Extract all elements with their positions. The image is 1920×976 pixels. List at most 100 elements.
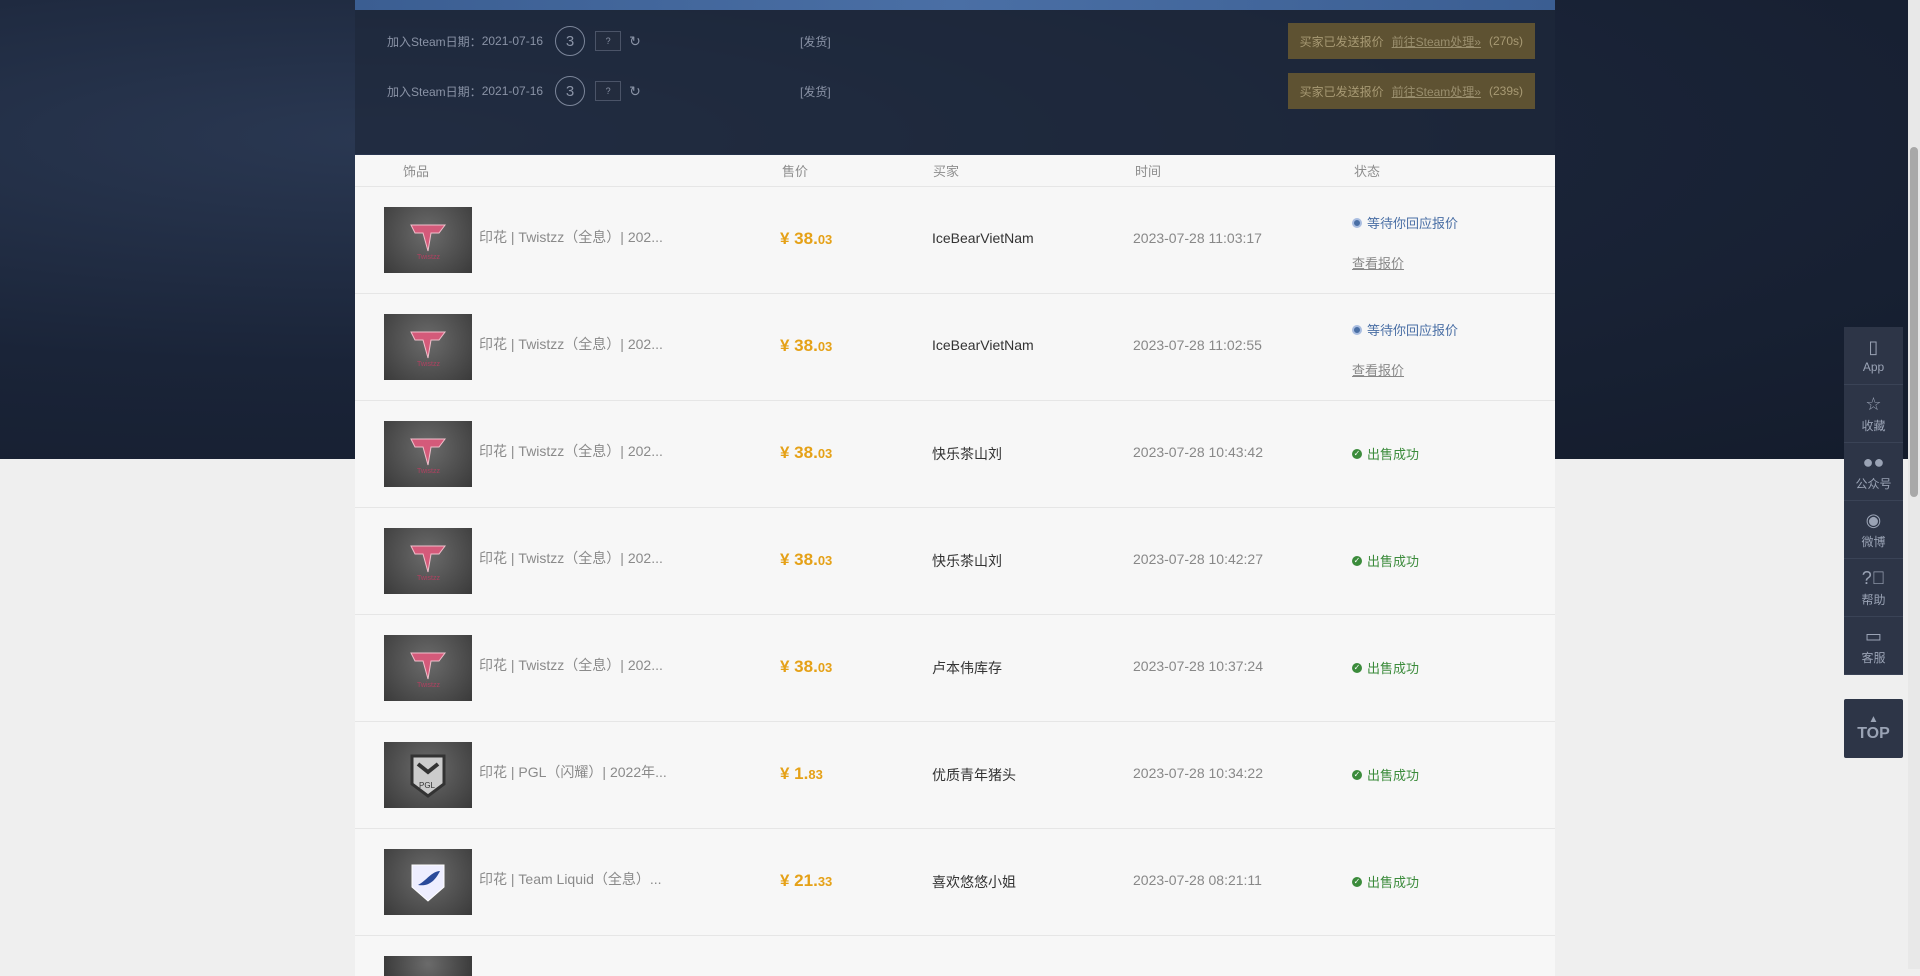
wechat-icon: ●●: [1862, 451, 1885, 472]
view-offer-link[interactable]: 查看报价: [1352, 363, 1405, 378]
weibo-icon: ◉: [1865, 509, 1882, 530]
side-item-2[interactable]: ●● 公众号: [1844, 443, 1903, 501]
sale-time: 2023-07-28 10:37:24: [1133, 658, 1263, 674]
status-waiting: 等待你回应报价: [1352, 213, 1458, 232]
faze-sticker-icon[interactable]: Twistzz: [384, 207, 472, 273]
table-row: Twistzz 印花 | Twistzz（全息）| 202... ¥ 38.03…: [355, 615, 1555, 722]
status-success: ✓ 出售成功: [1352, 661, 1420, 676]
join-label: 加入Steam日期：: [387, 84, 482, 99]
countdown: (239s): [1488, 84, 1523, 98]
star-icon: ☆: [1865, 393, 1882, 414]
item-name[interactable]: 印花 | Twistzz（全息）| 202...: [479, 443, 663, 459]
side-item-4[interactable]: ?⃝ 帮助: [1844, 559, 1903, 617]
back-to-top-button[interactable]: ▲ TOP: [1844, 699, 1903, 758]
item-price: ¥ 38.03: [780, 657, 833, 676]
sale-time: 2023-07-28 10:42:27: [1133, 551, 1263, 567]
status-success: ✓ 出售成功: [1352, 554, 1420, 569]
join-date: 2021-07-16: [481, 34, 544, 48]
ship-link[interactable]: [发货]: [800, 84, 831, 99]
buyer-name: 快乐茶山刘: [932, 446, 1002, 462]
liquid-sticker-icon[interactable]: [384, 849, 472, 915]
item-price: ¥ 38.03: [780, 229, 833, 248]
status-success: ✓ 出售成功: [1352, 875, 1420, 890]
svg-text:Twistzz: Twistzz: [417, 254, 440, 261]
item-thumbnail: [384, 956, 472, 976]
svg-text:Twistzz: Twistzz: [417, 575, 440, 582]
status-success: ✓ 出售成功: [1352, 447, 1420, 462]
item-name[interactable]: 印花 | Twistzz（全息）| 202...: [479, 657, 663, 673]
steam-level: 3: [555, 76, 586, 106]
offer-row: 加入Steam日期： 2021-07-16 3 ? ↻ [发货] 买家已发送报价…: [355, 16, 1555, 66]
join-date: 2021-07-16: [481, 84, 544, 98]
svg-text:Twistzz: Twistzz: [417, 682, 440, 689]
offers-panel: 加入Steam日期： 2021-07-16 3 ? ↻ [发货] 买家已发送报价…: [355, 0, 1555, 154]
sale-time: 2023-07-28 11:02:55: [1133, 337, 1262, 353]
sale-time: 2023-07-28 10:34:22: [1133, 765, 1263, 781]
side-toolbar: ▯ App ☆ 收藏 ●● 公众号 ◉ 微博 ?⃝ 帮助 ▭ 客服: [1844, 327, 1903, 675]
check-circle-icon: ✓: [1352, 769, 1362, 780]
refresh-icon[interactable]: ↻: [629, 32, 641, 49]
pgl-sticker-icon[interactable]: PGL: [384, 742, 472, 808]
buyer-name: 快乐茶山刘: [932, 553, 1002, 569]
side-item-0[interactable]: ▯ App: [1844, 327, 1903, 385]
phone-icon: ▯: [1868, 337, 1879, 357]
item-price: ¥ 38.03: [780, 550, 833, 569]
view-offer-link[interactable]: 查看报价: [1352, 256, 1405, 271]
sale-time: 2023-07-28 11:03:17: [1133, 230, 1262, 246]
pending-offers: 加入Steam日期： 2021-07-16 3 ? ↻ [发货] 买家已发送报价…: [355, 10, 1555, 154]
chat-icon: ▭: [1864, 625, 1882, 646]
check-circle-icon: ✓: [1352, 662, 1362, 673]
buyer-name: 卢本伟库存: [932, 660, 1002, 676]
countdown: (270s): [1488, 34, 1523, 48]
faze-sticker-icon[interactable]: Twistzz: [384, 314, 472, 380]
side-item-5[interactable]: ▭ 客服: [1844, 617, 1903, 675]
faze-sticker-icon[interactable]: Twistzz: [384, 635, 472, 701]
steam-process-link[interactable]: 前往Steam处理»: [1391, 84, 1481, 99]
table-row: Twistzz 印花 | Twistzz（全息）| 202... ¥ 38.03…: [355, 401, 1555, 508]
item-name[interactable]: 印花 | Twistzz（全息）| 202...: [479, 336, 663, 352]
status-success: ✓ 出售成功: [1352, 768, 1420, 783]
item-price: ¥ 1.83: [780, 764, 823, 783]
faze-sticker-icon[interactable]: Twistzz: [384, 421, 472, 487]
scrollbar-thumb[interactable]: [1910, 147, 1918, 497]
join-label: 加入Steam日期：: [387, 34, 482, 49]
caret-up-icon: ▲: [1868, 714, 1879, 725]
scrollbar[interactable]: [1908, 0, 1920, 969]
steam-process-link[interactable]: 前往Steam处理»: [1391, 34, 1481, 49]
side-item-1[interactable]: ☆ 收藏: [1844, 385, 1903, 443]
item-price: ¥ 38.03: [780, 443, 833, 462]
svg-text:Twistzz: Twistzz: [417, 361, 440, 368]
buyer-name: 喜欢悠悠小姐: [932, 874, 1016, 890]
faze-sticker-icon[interactable]: Twistzz: [384, 528, 472, 594]
check-circle-icon: ✓: [1352, 555, 1362, 566]
top-bar: [355, 0, 1555, 10]
item-price: ¥ 38.03: [780, 336, 833, 355]
help-icon: ?⃝: [1861, 567, 1886, 588]
table-row: Twistzz 印花 | Twistzz（全息）| 202... ¥ 38.03…: [355, 294, 1555, 401]
side-item-3[interactable]: ◉ 微博: [1844, 501, 1903, 559]
item-name[interactable]: 印花 | PGL（闪耀）| 2022年...: [479, 764, 667, 780]
sale-time: 2023-07-28 08:21:11: [1133, 872, 1262, 888]
ship-link[interactable]: [发货]: [800, 34, 831, 49]
buyer-name: 优质青年猪头: [932, 767, 1016, 783]
waiting-dot-icon: [1352, 217, 1362, 228]
header-item: 饰品: [403, 164, 430, 179]
item-name[interactable]: 印花 | Twistzz（全息）| 202...: [479, 550, 663, 566]
buyer-name: IceBearVietNam: [932, 230, 1034, 246]
table-header: 饰品 售价 买家 时间 状态: [355, 155, 1555, 187]
table-row: 印花 | Team Liquid（全息）... ¥ 21.33 喜欢悠悠小姐 2…: [355, 829, 1555, 936]
header-status: 状态: [1354, 164, 1381, 179]
table-row: PGL 印花 | PGL（闪耀）| 2022年... ¥ 1.83 优质青年猪头…: [355, 722, 1555, 829]
item-name[interactable]: 印花 | Twistzz（全息）| 202...: [479, 229, 663, 245]
sales-table: 饰品 售价 买家 时间 状态 Twistzz 印花 | Twistzz（全息）|…: [355, 155, 1555, 976]
refresh-icon[interactable]: ↻: [629, 82, 641, 99]
sale-time: 2023-07-28 10:43:42: [1133, 444, 1263, 460]
svg-text:PGL: PGL: [419, 781, 436, 790]
help-badge[interactable]: ?: [595, 81, 622, 101]
buyer-name: IceBearVietNam: [932, 337, 1034, 353]
help-badge[interactable]: ?: [595, 31, 622, 51]
header-price: 售价: [782, 164, 809, 179]
item-name[interactable]: 印花 | Team Liquid（全息）...: [479, 871, 662, 887]
table-row-partial: [355, 936, 1555, 976]
offer-notice: 买家已发送报价 前往Steam处理» (239s): [1287, 73, 1535, 109]
